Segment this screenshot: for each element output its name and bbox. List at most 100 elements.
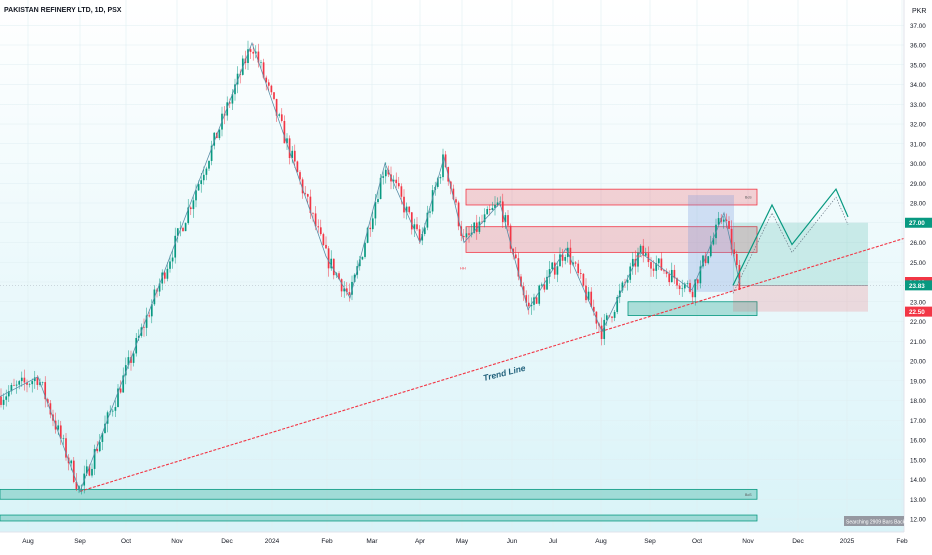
candle-body: [696, 279, 699, 284]
candle-body: [283, 120, 286, 144]
candle-body: [652, 268, 655, 271]
candle-body: [231, 94, 234, 104]
time-axis-background: [0, 532, 904, 550]
trend-line-group: [79, 236, 911, 492]
candle-body: [735, 253, 738, 265]
candle-body: [208, 160, 210, 169]
price-tick-label: 29.00: [910, 181, 926, 188]
price-tick-label: 28.00: [910, 201, 926, 208]
candle-body: [260, 62, 262, 63]
candle-body: [189, 207, 192, 210]
candle-body: [18, 381, 21, 385]
time-tick-label: 2024: [265, 538, 280, 545]
price-tick-label: 35.00: [910, 62, 926, 69]
price-tick-label: 17.00: [910, 418, 926, 425]
candle-body: [483, 214, 486, 223]
candle-body: [452, 188, 455, 200]
watermark-box: [844, 516, 904, 526]
candle-body: [686, 283, 689, 284]
candle-body: [85, 466, 88, 474]
candle-body: [23, 377, 26, 383]
price-tick-label: 21.00: [910, 339, 926, 346]
candle-body: [166, 268, 169, 279]
price-tick-label: 13.00: [910, 497, 926, 504]
price-tick-label: 31.00: [910, 141, 926, 148]
price-badge-label: 22.50: [909, 309, 925, 316]
candle-body: [205, 168, 208, 175]
candle-body: [353, 274, 356, 282]
candle-body: [592, 306, 595, 312]
price-badge: [905, 217, 932, 228]
candle-body: [59, 425, 62, 439]
candle-body: [663, 270, 665, 272]
candle-body: [33, 377, 36, 382]
candle-body: [176, 228, 179, 236]
candle-body: [631, 258, 634, 267]
candle-body: [514, 254, 517, 259]
candle-body: [465, 233, 468, 238]
hh-label: HH: [460, 265, 466, 270]
candle-body: [184, 223, 187, 232]
candle-body: [426, 212, 429, 228]
demand-zone: [0, 514, 758, 522]
candle-body: [650, 262, 652, 269]
candle-body: [559, 254, 561, 267]
candle-body: [330, 258, 333, 269]
candle-body: [374, 202, 377, 219]
candle-body: [462, 235, 465, 238]
annotation-labels: BoS BoS HH HH: [460, 196, 752, 497]
candle-body: [423, 227, 426, 235]
candle-body: [49, 403, 52, 415]
candle-body: [301, 179, 304, 194]
time-tick-label: Sep: [74, 538, 86, 545]
candle-body: [299, 172, 301, 180]
supply-zone: [465, 188, 758, 206]
candle-body: [13, 384, 15, 386]
candle-body: [600, 325, 603, 339]
candle-body: [70, 460, 73, 464]
candle-body: [522, 286, 525, 296]
price-badge: [905, 306, 932, 317]
candle-body: [114, 407, 117, 411]
price-axis-background: [904, 0, 932, 550]
price-axis[interactable]: 12.00 13.00 14.00 15.00 16.00 17.00 18.00 19.00…: [910, 23, 926, 524]
candle-body: [218, 129, 221, 139]
candle-body: [455, 199, 457, 203]
price-tick-label: 23.00: [910, 299, 926, 306]
candle-body: [704, 255, 707, 264]
candle-body: [678, 285, 681, 290]
candle-body: [145, 315, 148, 328]
time-tick-label: Dec: [221, 538, 233, 545]
candle-body: [673, 269, 676, 279]
candle-body: [192, 200, 195, 210]
time-axis[interactable]: Aug Sep Oct Nov Dec 2024 Feb Mar Apr May Jun Jul Aug…: [22, 538, 908, 545]
candle-body: [20, 377, 23, 382]
price-tick-label: 18.00: [910, 398, 926, 405]
time-tick-label: Oct: [692, 538, 702, 545]
candle-body: [538, 285, 541, 304]
candle-body: [288, 138, 291, 159]
candle-body: [408, 206, 411, 213]
candle-body: [62, 438, 65, 439]
candle-body: [512, 248, 515, 255]
candle-body: [312, 213, 314, 214]
candle-body: [587, 291, 590, 301]
candle-body: [738, 264, 741, 290]
candle-body: [364, 242, 366, 257]
candle-body: [226, 102, 229, 116]
candle-body: [725, 219, 728, 222]
candle-body: [340, 279, 343, 292]
candle-body: [590, 291, 593, 307]
candle-body: [548, 269, 551, 277]
candle-body: [509, 225, 512, 249]
candle-body: [332, 258, 335, 276]
time-tick-label: Aug: [22, 538, 34, 545]
candle-body: [2, 399, 5, 405]
currency-label: PKR: [912, 8, 926, 15]
candle-body: [257, 51, 260, 63]
candle-body: [150, 304, 153, 317]
candle-body: [270, 85, 273, 93]
